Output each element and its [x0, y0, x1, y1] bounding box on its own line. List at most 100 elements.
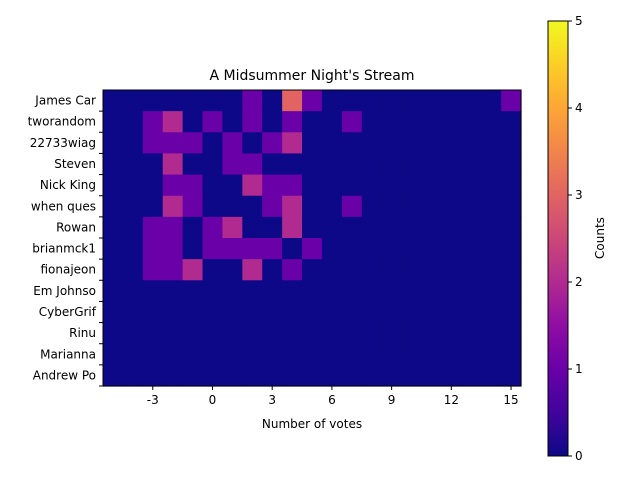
heatmap-cell — [103, 153, 124, 176]
heatmap-cell — [103, 216, 124, 239]
heatmap-cell — [302, 195, 323, 218]
x-axis-label: Number of votes — [262, 417, 362, 431]
colorbar-ticks: 0 1 2 3 4 5 — [568, 14, 583, 463]
colorbar-label: Counts — [593, 217, 607, 259]
heatmap-cell — [202, 280, 224, 303]
heatmap-cell — [222, 195, 243, 218]
colorbar-tick-label: 4 — [575, 101, 583, 115]
heatmap-cell — [242, 90, 263, 112]
heatmap-cell — [242, 301, 263, 324]
y-tick-label: James Car — [34, 94, 96, 108]
heatmap-cell — [401, 216, 423, 239]
heatmap-cell — [182, 153, 204, 176]
heatmap-cell — [282, 216, 303, 239]
y-tick-label: Steven — [54, 157, 96, 171]
heatmap-cell — [242, 216, 263, 239]
heatmap-cell — [202, 301, 224, 324]
heatmap-cell — [222, 364, 243, 387]
heatmap-cell — [401, 364, 423, 387]
heatmap-cell — [242, 259, 263, 281]
heatmap-cell — [401, 301, 423, 324]
heatmap-cell — [242, 280, 263, 303]
heatmap-cell — [222, 174, 243, 197]
heatmap-cell — [302, 322, 323, 345]
heatmap-cell — [122, 259, 144, 281]
heatmap-cell — [222, 216, 243, 239]
heatmap-cell — [142, 216, 164, 239]
heatmap-cell — [361, 132, 383, 155]
heatmap-cell — [142, 322, 164, 345]
heatmap-cell — [162, 111, 184, 133]
heatmap-cell — [341, 238, 363, 260]
heatmap-cell — [122, 111, 144, 133]
heatmap-cell — [142, 238, 164, 260]
heatmap-cell — [182, 301, 204, 324]
heatmap-cell — [481, 259, 502, 281]
heatmap-cell — [182, 238, 204, 260]
heatmap-cell — [481, 90, 502, 112]
heatmap-cell — [461, 132, 482, 155]
heatmap-cell — [162, 280, 184, 303]
y-tick-label: Rowan — [56, 220, 96, 234]
heatmap-cell — [262, 238, 283, 260]
heatmap-cell — [103, 322, 124, 345]
heatmap-cell — [341, 153, 363, 176]
heatmap-cell — [302, 259, 323, 281]
heatmap-cell — [182, 132, 204, 155]
heatmap-cell — [441, 343, 462, 366]
heatmap-cell — [242, 111, 263, 133]
heatmap-cell — [481, 343, 502, 366]
heatmap-cell — [401, 132, 423, 155]
heatmap-cell — [441, 280, 462, 303]
colorbar-tick-label: 1 — [575, 362, 583, 376]
heatmap-cell — [481, 174, 502, 197]
heatmap-cell — [501, 301, 522, 324]
heatmap-cell — [441, 90, 462, 112]
heatmap-cell — [421, 259, 442, 281]
heatmap-cell — [421, 322, 442, 345]
heatmap-cell — [481, 238, 502, 260]
heatmap-cell — [401, 174, 423, 197]
heatmap-cell — [381, 280, 403, 303]
heatmap-cell — [361, 216, 383, 239]
heatmap-cell — [202, 216, 224, 239]
heatmap-cell — [441, 174, 462, 197]
heatmap-cell — [481, 301, 502, 324]
x-tick-label: -3 — [147, 393, 159, 407]
heatmap-cell — [381, 322, 403, 345]
heatmap-cell — [361, 195, 383, 218]
colorbar-tick-label: 5 — [575, 14, 583, 28]
heatmap-cell — [103, 132, 124, 155]
heatmap-cell — [282, 322, 303, 345]
heatmap-cell — [401, 195, 423, 218]
heatmap-cell — [242, 343, 263, 366]
heatmap-cell — [461, 301, 482, 324]
heatmap-cell — [321, 301, 343, 324]
heatmap-cell — [461, 90, 482, 112]
heatmap-cell — [421, 111, 442, 133]
heatmap-cell — [222, 238, 243, 260]
heatmap-cell — [421, 280, 442, 303]
heatmap-cell — [182, 343, 204, 366]
heatmap-cell — [282, 343, 303, 366]
heatmap-cell — [162, 343, 184, 366]
heatmap-cell — [242, 364, 263, 387]
heatmap-cell — [142, 280, 164, 303]
heatmap-cell — [461, 364, 482, 387]
heatmap-cell — [222, 132, 243, 155]
heatmap-cell — [103, 238, 124, 260]
heatmap-cell — [302, 238, 323, 260]
heatmap-cell — [421, 153, 442, 176]
heatmap-cell — [162, 238, 184, 260]
heatmap-cell — [421, 364, 442, 387]
heatmap-cell — [501, 280, 522, 303]
heatmap-cell — [321, 132, 343, 155]
y-tick-label: Marianna — [40, 347, 96, 361]
heatmap-cell — [481, 216, 502, 239]
heatmap-cell — [302, 280, 323, 303]
heatmap-cell — [361, 238, 383, 260]
heatmap-cell — [421, 132, 442, 155]
y-tick-label: tworandom — [28, 115, 96, 129]
y-tick-label: brianmck1 — [32, 242, 96, 256]
heatmap-cell — [122, 238, 144, 260]
